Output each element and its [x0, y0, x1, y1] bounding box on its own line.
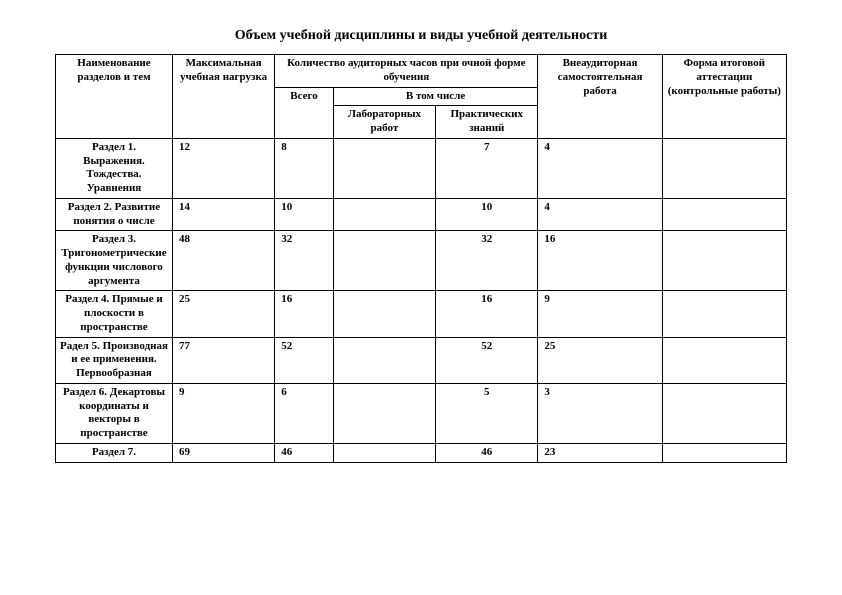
th-att: Форма итоговой аттестации (контрольные р…	[662, 55, 786, 139]
cell-self: 4	[538, 198, 662, 231]
th-self: Внеаудиторная самостоятельная работа	[538, 55, 662, 139]
cell-max: 14	[172, 198, 274, 231]
cell-max: 25	[172, 291, 274, 337]
cell-lab	[333, 291, 435, 337]
cell-lab	[333, 443, 435, 462]
table-row: Раздел 2. Развитие понятия о числе 14 10…	[56, 198, 787, 231]
cell-max: 48	[172, 231, 274, 291]
cell-self: 16	[538, 231, 662, 291]
cell-max: 12	[172, 138, 274, 198]
cell-lab	[333, 231, 435, 291]
cell-pract: 7	[436, 138, 538, 198]
cell-max: 69	[172, 443, 274, 462]
cell-total: 32	[275, 231, 333, 291]
cell-att	[662, 231, 786, 291]
cell-name: Радел 5. Производная и ее применения. Пе…	[56, 337, 173, 383]
cell-self: 4	[538, 138, 662, 198]
cell-name: Раздел 1. Выражения. Тождества. Уравнени…	[56, 138, 173, 198]
cell-self: 9	[538, 291, 662, 337]
cell-name: Раздел 7.	[56, 443, 173, 462]
cell-self: 25	[538, 337, 662, 383]
cell-total: 6	[275, 383, 333, 443]
cell-att	[662, 138, 786, 198]
cell-max: 77	[172, 337, 274, 383]
th-auditory-group: Количество аудиторных часов при очной фо…	[275, 55, 538, 88]
cell-total: 8	[275, 138, 333, 198]
cell-total: 16	[275, 291, 333, 337]
cell-lab	[333, 138, 435, 198]
cell-max: 9	[172, 383, 274, 443]
cell-pract: 5	[436, 383, 538, 443]
table-row: Раздел 6. Декартовы координаты и векторы…	[56, 383, 787, 443]
cell-total: 52	[275, 337, 333, 383]
cell-name: Раздел 3. Тригонометрические функции чис…	[56, 231, 173, 291]
table-row: Радел 5. Производная и ее применения. Пе…	[56, 337, 787, 383]
cell-name: Раздел 2. Развитие понятия о числе	[56, 198, 173, 231]
curriculum-table: Наименование разделов и тем Максимальная…	[55, 54, 787, 463]
cell-att	[662, 337, 786, 383]
cell-pract: 52	[436, 337, 538, 383]
cell-lab	[333, 198, 435, 231]
table-row: Раздел 1. Выражения. Тождества. Уравнени…	[56, 138, 787, 198]
cell-total: 10	[275, 198, 333, 231]
cell-self: 3	[538, 383, 662, 443]
cell-total: 46	[275, 443, 333, 462]
cell-name: Раздел 6. Декартовы координаты и векторы…	[56, 383, 173, 443]
table-body: Раздел 1. Выражения. Тождества. Уравнени…	[56, 138, 787, 462]
th-total: Всего	[275, 87, 333, 138]
cell-att	[662, 291, 786, 337]
cell-pract: 16	[436, 291, 538, 337]
th-name: Наименование разделов и тем	[56, 55, 173, 139]
cell-att	[662, 198, 786, 231]
cell-self: 23	[538, 443, 662, 462]
th-including: В том числе	[333, 87, 538, 106]
cell-pract: 32	[436, 231, 538, 291]
th-max: Максимальная учебная нагрузка	[172, 55, 274, 139]
table-row: Раздел 3. Тригонометрические функции чис…	[56, 231, 787, 291]
table-row: Раздел 7. 69 46 46 23	[56, 443, 787, 462]
table-row: Раздел 4. Прямые и плоскости в пространс…	[56, 291, 787, 337]
page-title: Объем учебной дисциплины и виды учебной …	[55, 28, 787, 44]
th-lab: Лабораторных работ	[333, 106, 435, 139]
cell-name: Раздел 4. Прямые и плоскости в пространс…	[56, 291, 173, 337]
cell-lab	[333, 383, 435, 443]
cell-att	[662, 443, 786, 462]
cell-pract: 46	[436, 443, 538, 462]
th-pract: Практических знаний	[436, 106, 538, 139]
cell-lab	[333, 337, 435, 383]
cell-pract: 10	[436, 198, 538, 231]
cell-att	[662, 383, 786, 443]
